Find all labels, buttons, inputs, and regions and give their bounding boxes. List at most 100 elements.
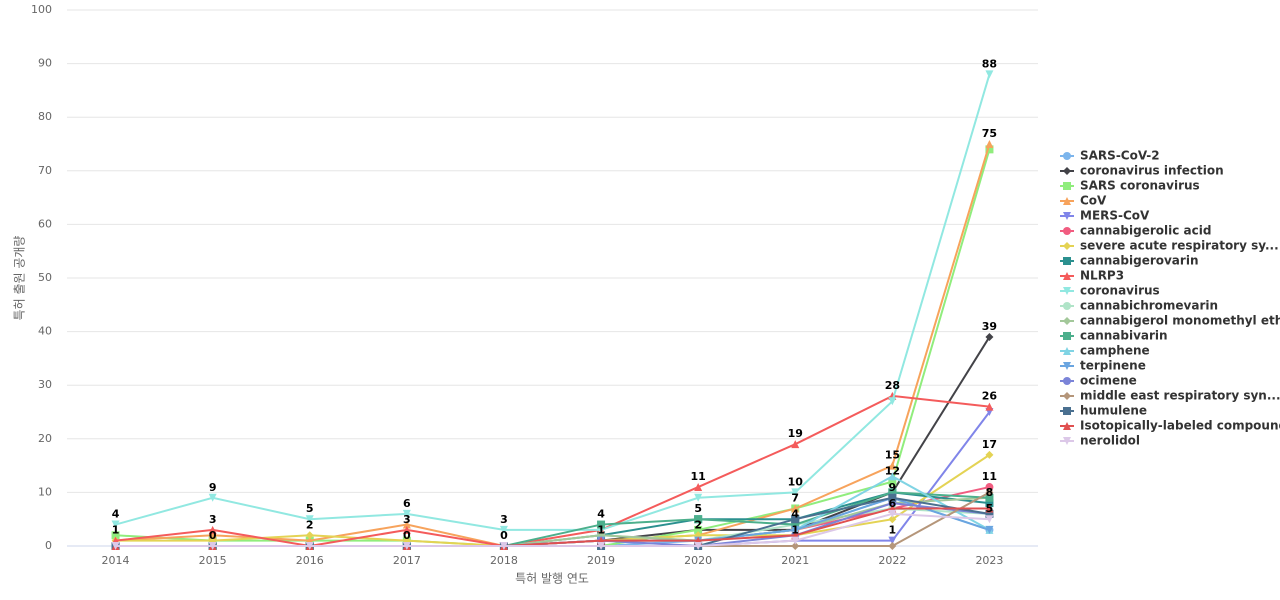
marker	[1063, 152, 1071, 160]
marker	[888, 509, 897, 518]
marker	[791, 515, 800, 524]
data-label: 7	[791, 491, 799, 504]
legend-label: camphene	[1080, 344, 1150, 358]
marker	[1063, 287, 1071, 295]
data-label: 0	[500, 529, 508, 542]
marker	[1063, 212, 1071, 220]
data-label: 3	[403, 513, 411, 526]
x-tick-label: 2015	[199, 554, 227, 567]
marker	[208, 531, 217, 540]
x-tick-label: 2014	[102, 554, 130, 567]
marker	[1063, 302, 1071, 310]
marker	[305, 542, 314, 550]
marker	[694, 525, 703, 534]
series-line	[115, 394, 990, 548]
series	[111, 140, 994, 550]
y-axis-label: 특허 출원 공개량	[13, 236, 27, 321]
data-label: 75	[982, 127, 997, 140]
marker	[305, 531, 314, 540]
marker	[888, 461, 897, 470]
marker	[305, 515, 314, 524]
marker	[1063, 407, 1071, 415]
x-axis-label: 특허 발행 연도	[515, 571, 589, 586]
legend-label: cannabichromevarin	[1080, 299, 1218, 313]
marker	[791, 488, 800, 497]
marker	[985, 332, 994, 341]
data-label: 2	[306, 518, 314, 531]
marker	[888, 515, 897, 524]
data-label: 17	[982, 438, 997, 451]
marker	[694, 483, 703, 492]
marker	[111, 520, 120, 529]
legend-label: SARS-CoV-2	[1080, 149, 1160, 163]
series	[111, 509, 994, 550]
data-label: 4	[791, 508, 799, 521]
data-label: 0	[403, 529, 411, 542]
legend-label: NLRP3	[1080, 269, 1124, 283]
marker	[791, 504, 800, 513]
data-label: 1	[112, 524, 120, 537]
marker	[1063, 167, 1071, 175]
data-label: 3	[500, 513, 508, 526]
marker	[111, 542, 120, 550]
legend-label: severe acute respiratory sy...	[1080, 239, 1279, 253]
series	[111, 70, 994, 534]
series	[111, 391, 994, 550]
marker	[208, 525, 217, 534]
marker	[985, 140, 994, 148]
legend-label: cannabigerovarin	[1080, 254, 1198, 268]
marker	[1063, 392, 1071, 400]
x-tick-label: 2018	[490, 554, 518, 567]
marker	[1063, 362, 1071, 370]
data-label: 1	[889, 524, 897, 537]
y-tick-label: 70	[38, 164, 52, 177]
marker	[888, 472, 897, 481]
x-tick-label: 2021	[781, 554, 809, 567]
data-label: 6	[889, 497, 897, 510]
marker	[499, 525, 508, 534]
marker	[208, 493, 217, 502]
marker	[694, 542, 703, 550]
marker	[111, 531, 120, 540]
data-label: 9	[889, 481, 897, 494]
marker	[985, 483, 994, 492]
data-label: 3	[209, 513, 217, 526]
y-tick-label: 10	[38, 485, 52, 498]
marker	[1063, 437, 1071, 445]
marker	[402, 509, 411, 518]
data-label: 12	[885, 465, 900, 478]
marker	[499, 542, 508, 550]
y-tick-label: 0	[45, 539, 52, 552]
data-label: 8	[986, 486, 994, 499]
y-tick-label: 40	[38, 325, 52, 338]
marker	[985, 504, 994, 513]
marker	[985, 488, 994, 497]
legend-label: humulene	[1080, 404, 1147, 418]
marker	[208, 542, 217, 550]
y-tick-label: 60	[38, 217, 52, 230]
marker	[791, 525, 800, 534]
data-label: 1	[597, 524, 605, 537]
legend-label: coronavirus	[1080, 284, 1160, 298]
marker	[791, 440, 800, 449]
marker	[985, 493, 994, 502]
marker	[985, 402, 994, 411]
legend-label: cannabigerol monomethyl ether	[1080, 314, 1280, 328]
marker	[1063, 242, 1071, 250]
marker	[888, 397, 897, 406]
data-label: 39	[982, 320, 997, 333]
marker	[985, 450, 994, 459]
series-line	[115, 74, 991, 531]
x-tick-label: 2019	[587, 554, 615, 567]
data-label: 2	[694, 518, 702, 531]
data-label: 28	[885, 379, 900, 392]
marker	[402, 520, 411, 529]
data-label: 0	[209, 529, 217, 542]
data-label: 11	[690, 470, 705, 483]
legend-label: terpinene	[1080, 359, 1146, 373]
data-label: 11	[982, 470, 997, 483]
legend-label: Isotopically-labeled compound	[1080, 419, 1280, 433]
marker	[985, 525, 994, 534]
y-tick-label: 20	[38, 432, 52, 445]
y-tick-label: 90	[38, 57, 52, 70]
